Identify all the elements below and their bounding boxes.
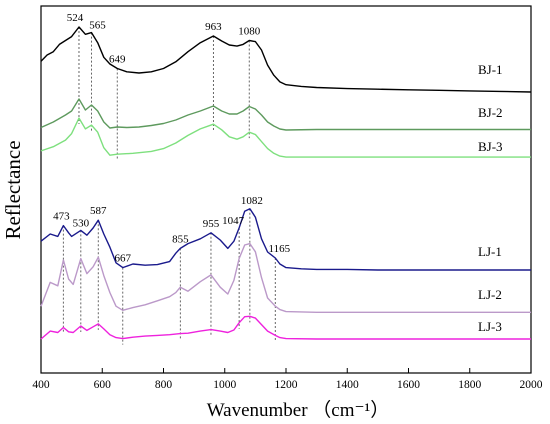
x-tick-label: 1200 [275, 379, 298, 391]
x-tick-label: 800 [155, 379, 173, 391]
peak-label: 587 [90, 205, 107, 217]
series-line-lj-3 [40, 315, 531, 340]
series-line-bj-3 [40, 117, 531, 158]
peak-label: 530 [73, 217, 90, 229]
series-label-bj-1: BJ-1 [478, 62, 503, 77]
series-label-bj-3: BJ-3 [478, 139, 503, 154]
x-tick-label: 600 [94, 379, 112, 391]
series-label-bj-2: BJ-2 [478, 105, 503, 120]
x-tick-label: 400 [32, 379, 50, 391]
peak-label: 649 [109, 53, 126, 65]
x-tick-label: 1400 [336, 379, 359, 391]
series-line-lj-2 [40, 242, 531, 313]
series-line-bj-1 [40, 26, 532, 93]
peak-label: 1080 [238, 25, 261, 37]
series-lines [40, 26, 532, 340]
series-line-lj-1 [40, 208, 531, 271]
peak-guide-lines [62, 27, 276, 345]
series-label-lj-3: LJ-3 [478, 319, 502, 334]
peak-label: 473 [53, 211, 70, 223]
peak-label: 1082 [241, 195, 263, 207]
peak-label: 1165 [268, 243, 290, 255]
peak-label: 524 [67, 12, 84, 24]
series-label-lj-2: LJ-2 [478, 287, 502, 302]
peak-label: 667 [115, 253, 132, 265]
x-tick-label: 1600 [397, 379, 420, 391]
series-label-lj-1: LJ-1 [478, 244, 502, 259]
x-tick-label: 2000 [520, 379, 543, 391]
x-axis-title: Wavenumber （cm⁻¹） [207, 399, 390, 421]
series-line-bj-2 [40, 98, 531, 131]
peak-label: 963 [205, 21, 222, 33]
x-tick-label: 1000 [213, 379, 236, 391]
y-axis-title: Reflectance [1, 140, 25, 239]
peak-label: 955 [203, 218, 220, 230]
peak-label: 1047 [222, 215, 245, 227]
series-labels: BJ-1 BJ-2 BJ-3 LJ-1 LJ-2 LJ-3 [478, 62, 503, 334]
peak-label: 855 [172, 233, 189, 245]
x-axis-ticks: 400 600 800 1000 1200 1400 1600 1800 2000 [32, 368, 543, 391]
x-tick-label: 1800 [458, 379, 481, 391]
peak-label: 565 [89, 20, 106, 32]
